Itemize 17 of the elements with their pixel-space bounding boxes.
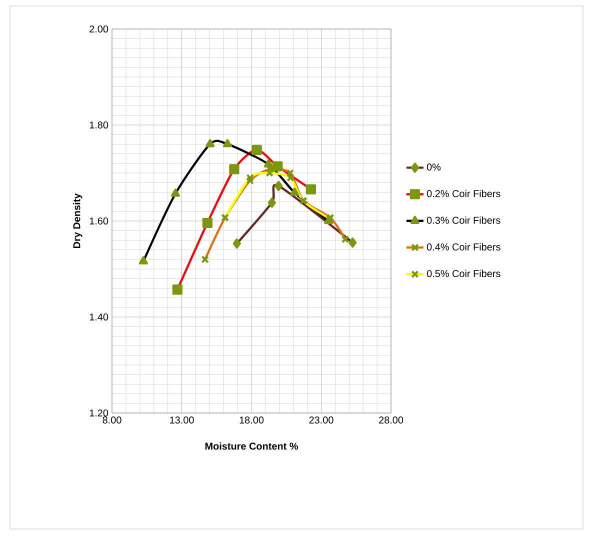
y-tick-label: 1.20 xyxy=(90,409,108,417)
x-tick-label: 28.00 xyxy=(379,416,404,424)
y-tick-label: 2.00 xyxy=(90,25,108,33)
x-tick-label: 23.00 xyxy=(309,416,334,424)
y-tick-label: 1.40 xyxy=(90,313,108,321)
y-axis-title: Dry Density xyxy=(72,193,82,248)
y-tick-label: 1.60 xyxy=(90,217,108,225)
y-tick-label: 1.80 xyxy=(90,121,108,129)
legend-label: 0% xyxy=(426,163,441,171)
legend-label: 0.3% Coir Fibers xyxy=(426,216,500,224)
x-tick-label: 13.00 xyxy=(170,416,194,424)
legend-label: 0.4% Coir Fibers xyxy=(426,243,500,250)
x-axis-title: Moisture Content % xyxy=(205,442,298,450)
legend-label: 0.2% Coir Fibers xyxy=(426,190,500,198)
x-tick-label: 18.00 xyxy=(240,416,264,424)
legend-label: 0.5% Coir Fibers xyxy=(426,270,500,278)
x-tick-label: 8.00 xyxy=(102,416,122,424)
